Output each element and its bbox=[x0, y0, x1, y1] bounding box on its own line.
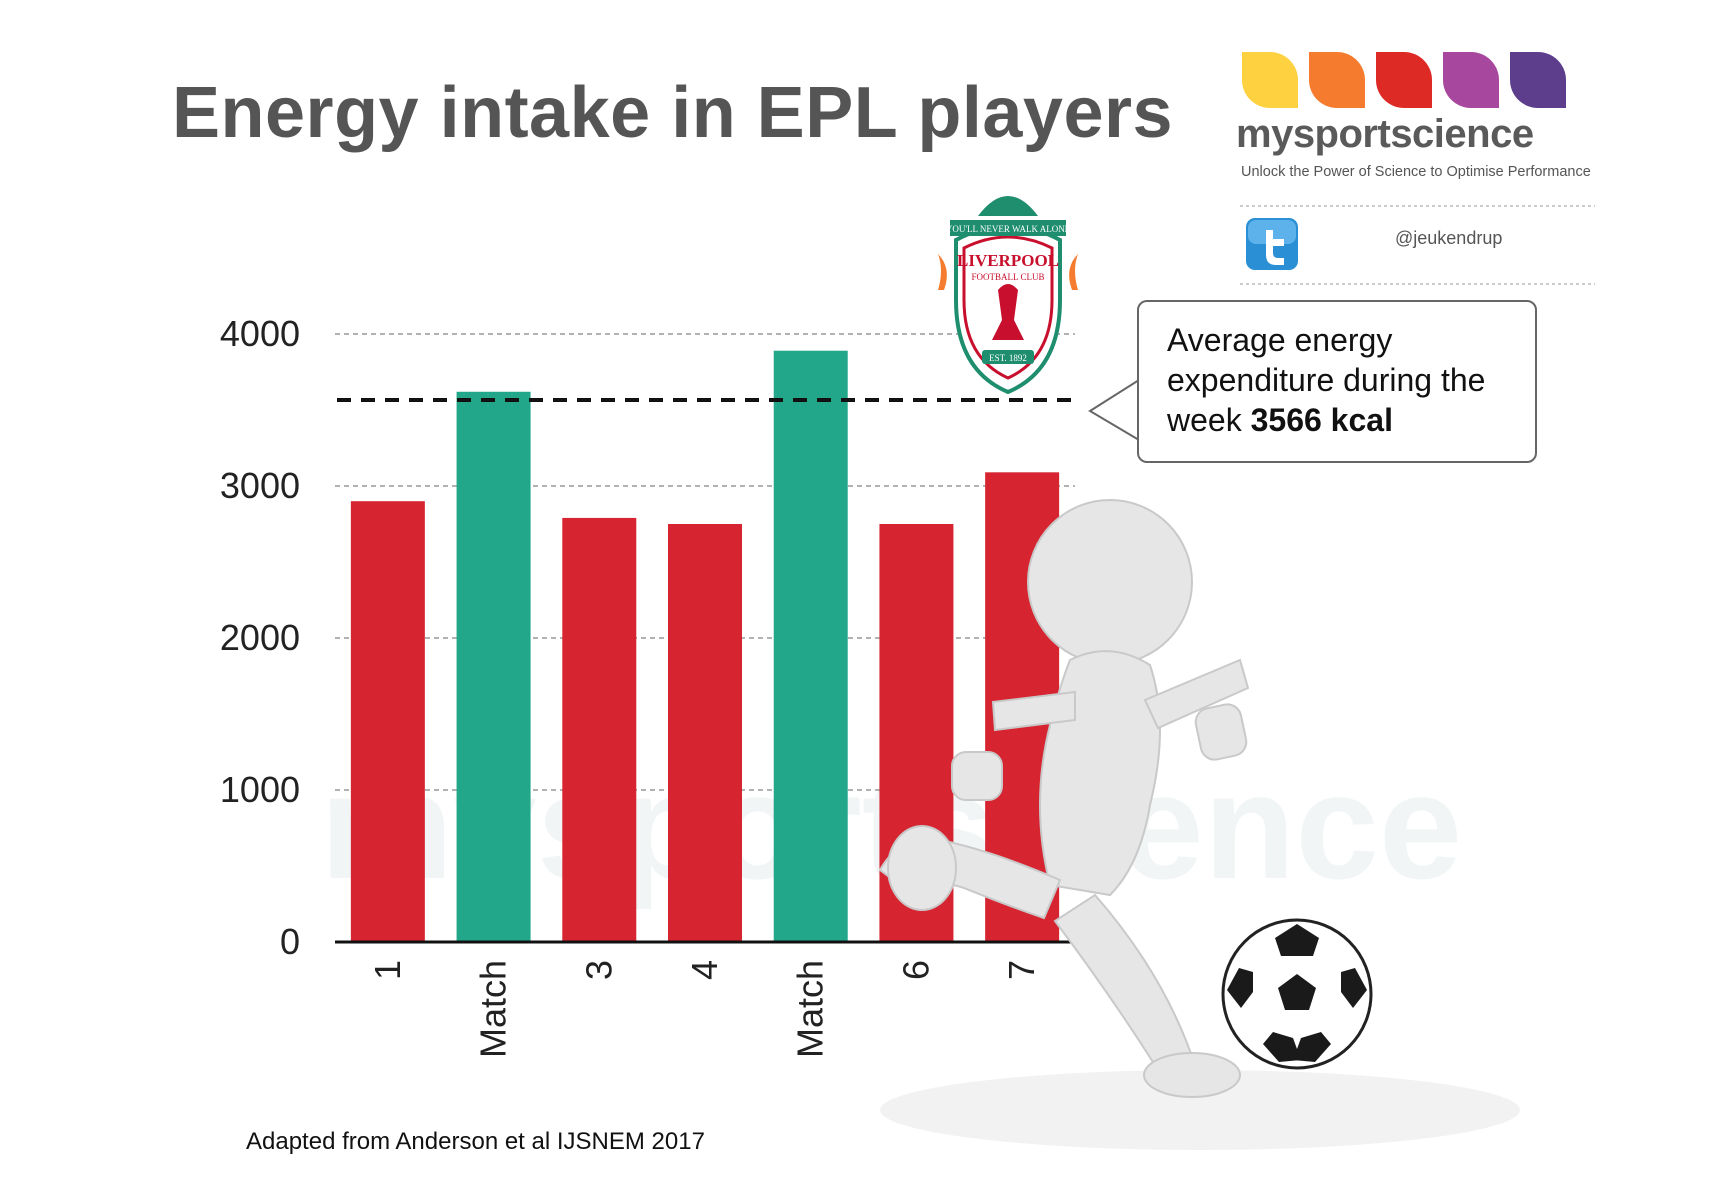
y-tick-label: 2000 bbox=[220, 617, 300, 658]
twitter-handle[interactable]: @jeukendrup bbox=[1395, 228, 1503, 248]
brand-drop-icon bbox=[1443, 52, 1499, 108]
flame-icon bbox=[938, 254, 947, 290]
y-tick-label: 3000 bbox=[220, 465, 300, 506]
x-tick-label: Match bbox=[790, 960, 831, 1058]
bar bbox=[562, 517, 637, 942]
page-title: Energy intake in EPL players bbox=[172, 73, 1174, 153]
bar bbox=[668, 524, 742, 942]
brand-drop-icon bbox=[1309, 52, 1365, 108]
crest-name: LIVERPOOL bbox=[957, 251, 1059, 270]
brand-tagline: Unlock the Power of Science to Optimise … bbox=[1241, 164, 1591, 180]
brand-name: mysportscience bbox=[1236, 112, 1534, 156]
callout-pointer bbox=[1088, 379, 1140, 441]
x-tick-label: 6 bbox=[895, 960, 936, 980]
crest-motto: YOU'LL NEVER WALK ALONE bbox=[946, 224, 1071, 234]
brand-drop-icon bbox=[1242, 52, 1298, 108]
crest-est: EST. 1892 bbox=[989, 353, 1027, 363]
crest-subtitle: FOOTBALL CLUB bbox=[972, 272, 1045, 282]
bar bbox=[350, 501, 425, 942]
brand-drop-icon bbox=[1376, 52, 1432, 108]
x-tick-label: 4 bbox=[684, 960, 725, 980]
liverpool-crest: YOU'LL NEVER WALK ALONE LIVERPOOL FOOTBA… bbox=[938, 196, 1078, 395]
bar bbox=[773, 350, 848, 943]
stick-figure-player-icon bbox=[878, 499, 1520, 1150]
brand-logo bbox=[1240, 52, 1595, 285]
bar bbox=[456, 391, 531, 942]
x-tick-label: Match bbox=[473, 960, 514, 1058]
twitter-icon bbox=[1246, 218, 1298, 270]
soccer-ball-icon bbox=[1221, 918, 1373, 1070]
flame-icon bbox=[1069, 254, 1078, 290]
source-citation: Adapted from Anderson et al IJSNEM 2017 bbox=[246, 1128, 705, 1155]
callout-text: Average energy expenditure during the we… bbox=[1167, 322, 1486, 438]
y-tick-label: 1000 bbox=[220, 769, 300, 810]
average-expenditure-callout: Average energy expenditure during the we… bbox=[1137, 300, 1537, 463]
x-tick-label: 1 bbox=[367, 960, 408, 980]
brand-drops-icon bbox=[1242, 52, 1566, 108]
brand-drop-icon bbox=[1510, 52, 1566, 108]
liver-bird-icon bbox=[992, 284, 1024, 340]
callout-value: 3566 kcal bbox=[1250, 402, 1393, 438]
x-tick-label: 7 bbox=[1001, 960, 1042, 980]
y-tick-label: 0 bbox=[280, 921, 300, 962]
x-tick-label: 3 bbox=[578, 960, 619, 980]
y-tick-label: 4000 bbox=[220, 313, 300, 354]
